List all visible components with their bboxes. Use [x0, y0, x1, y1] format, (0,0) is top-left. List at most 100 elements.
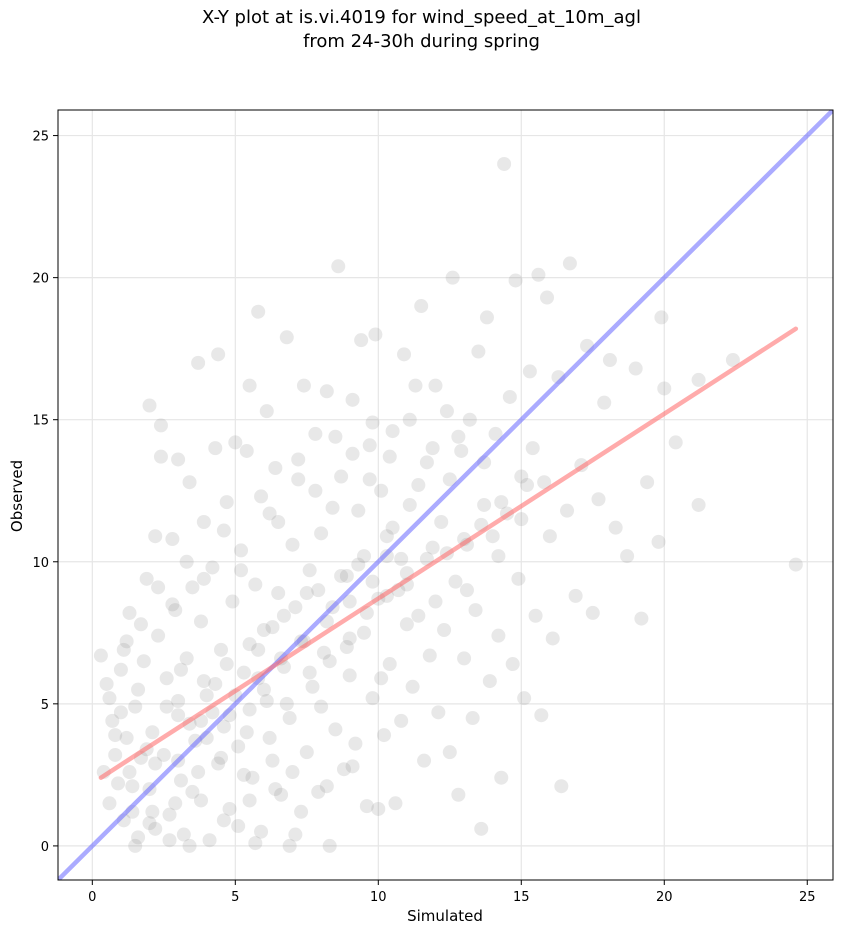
y-tick-label: 15 [32, 414, 49, 429]
data-point [105, 713, 120, 728]
data-point [339, 568, 354, 583]
data-point [477, 497, 492, 512]
data-point [359, 799, 374, 814]
chart-title-line-1: X-Y plot at is.vi.4019 for wind_speed_at… [202, 7, 641, 28]
data-point [239, 725, 254, 740]
data-point [196, 571, 211, 586]
data-point [119, 634, 134, 649]
reference-lines [58, 110, 833, 880]
data-point [394, 713, 409, 728]
data-point [216, 523, 231, 538]
data-point [339, 640, 354, 655]
x-tick-label: 15 [513, 890, 530, 905]
data-point [308, 426, 323, 441]
data-point [362, 438, 377, 453]
data-point [445, 270, 460, 285]
data-point [451, 787, 466, 802]
data-point [385, 520, 400, 535]
data-point [431, 705, 446, 720]
data-point [133, 617, 148, 632]
data-point [128, 699, 143, 714]
data-point [356, 549, 371, 564]
data-point [108, 747, 123, 762]
data-point [256, 682, 271, 697]
data-point [554, 779, 569, 794]
data-point [122, 765, 137, 780]
data-point [345, 759, 360, 774]
data-point [219, 495, 234, 510]
data-point [159, 699, 174, 714]
data-point [256, 622, 271, 637]
data-point [336, 762, 351, 777]
data-point [491, 549, 506, 564]
data-point [302, 563, 317, 578]
data-point [288, 827, 303, 842]
data-point [365, 691, 380, 706]
y-tick-label: 20 [32, 272, 49, 287]
data-point [371, 801, 386, 816]
data-point [377, 728, 392, 743]
data-point [191, 355, 206, 370]
data-point [182, 475, 197, 490]
data-point [151, 580, 166, 595]
data-point [397, 347, 412, 362]
data-point [165, 532, 180, 547]
data-point [394, 551, 409, 566]
data-point [540, 290, 555, 305]
x-tick-label: 25 [799, 890, 816, 905]
data-point [236, 767, 251, 782]
data-point [196, 674, 211, 689]
data-point [322, 654, 337, 669]
data-point [185, 580, 200, 595]
data-point [179, 651, 194, 666]
data-point [517, 691, 532, 706]
x-tick-label: 20 [656, 890, 673, 905]
x-tick-label: 5 [231, 890, 239, 905]
data-point [374, 483, 389, 498]
data-point [162, 833, 177, 848]
data-point [351, 557, 366, 572]
data-point [628, 361, 643, 376]
data-point [108, 728, 123, 743]
data-point [254, 489, 269, 504]
scatter-points [93, 156, 803, 853]
data-point [279, 330, 294, 345]
data-point [245, 770, 260, 785]
data-point [425, 441, 440, 456]
data-point [199, 688, 214, 703]
data-point [285, 537, 300, 552]
data-point [145, 725, 160, 740]
data-point [99, 676, 114, 691]
data-point [291, 472, 306, 487]
data-point [271, 514, 286, 529]
data-point [542, 529, 557, 544]
data-point [219, 657, 234, 672]
x-axis-label: Simulated [407, 907, 483, 925]
data-point [411, 608, 426, 623]
data-point [691, 372, 706, 387]
data-point [537, 475, 552, 490]
data-point [545, 631, 560, 646]
data-point [457, 651, 472, 666]
data-point [597, 395, 612, 410]
data-point [514, 512, 529, 527]
data-point [691, 497, 706, 512]
data-point [122, 605, 137, 620]
data-point [259, 693, 274, 708]
data-point [534, 708, 549, 723]
data-point [139, 571, 154, 586]
data-point [654, 310, 669, 325]
data-point [216, 813, 231, 828]
y-tick-label: 0 [41, 840, 49, 855]
data-point [131, 830, 146, 845]
data-point [482, 674, 497, 689]
plot-frame [57, 109, 834, 881]
data-point [271, 586, 286, 601]
data-point [488, 426, 503, 441]
data-point [276, 608, 291, 623]
data-point [399, 617, 414, 632]
data-point [93, 648, 108, 663]
data-point [494, 495, 509, 510]
data-point [248, 577, 263, 592]
regression-line [98, 326, 799, 780]
